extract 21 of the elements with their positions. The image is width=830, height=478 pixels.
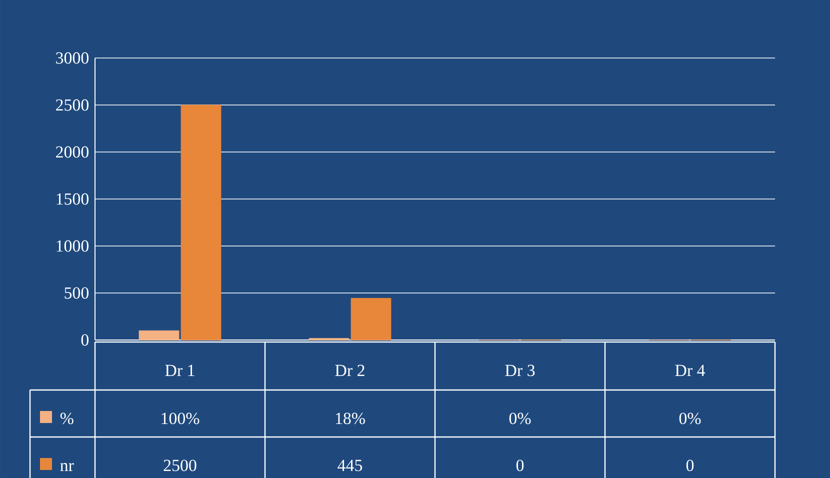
x-tick-label: Dr 1 [165, 364, 194, 376]
data-label: 0% [509, 412, 531, 424]
data-label: 18% [336, 412, 365, 424]
y-tick-label: 2000 [56, 146, 89, 158]
x-tick-label: Dr 3 [505, 364, 535, 376]
y-tick-label: 1500 [56, 193, 89, 205]
x-tick-label: Dr 2 [335, 364, 364, 376]
y-tick-label: 0 [81, 334, 89, 346]
y-tick-label: 1000 [56, 240, 89, 252]
legend-label: nr [60, 463, 74, 471]
y-tick-label: 500 [64, 287, 89, 299]
data-label: 445 [338, 460, 362, 472]
data-label: 2500 [164, 460, 196, 472]
x-tick-label: Dr 4 [675, 364, 706, 376]
data-label: 0 [686, 460, 694, 472]
legend-label: % [60, 412, 74, 424]
y-tick-label: 2500 [56, 99, 89, 111]
data-label: 0 [516, 460, 524, 472]
data-label: 100% [162, 412, 200, 424]
y-tick-label: 3000 [56, 52, 89, 64]
data-label: 0% [679, 412, 701, 424]
